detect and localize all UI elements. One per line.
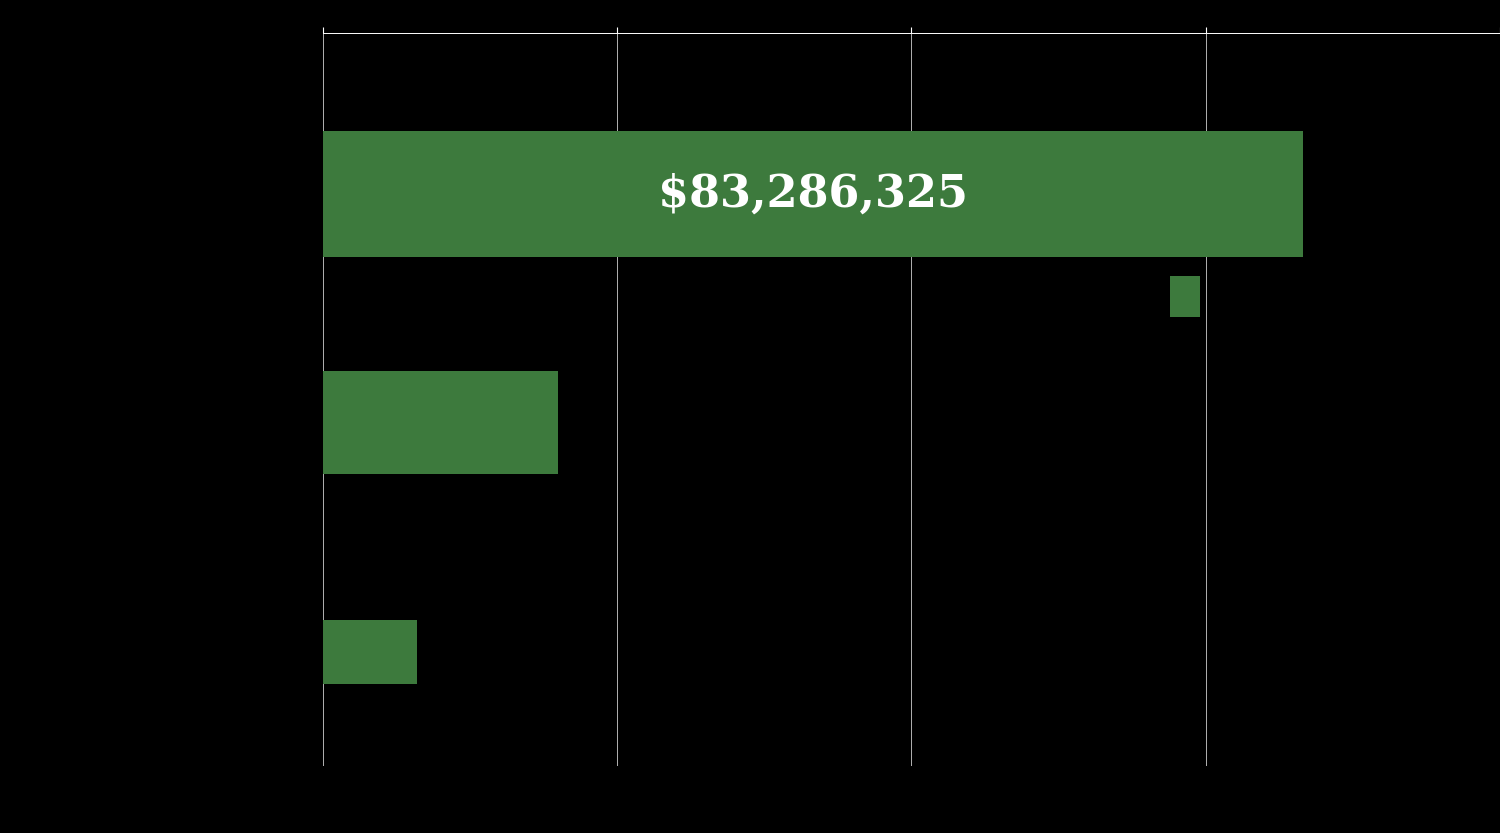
Bar — [322, 620, 417, 684]
Bar — [322, 131, 1304, 257]
Text: $83,286,325: $83,286,325 — [658, 172, 968, 215]
Bar — [322, 372, 558, 474]
Bar — [1170, 277, 1200, 317]
